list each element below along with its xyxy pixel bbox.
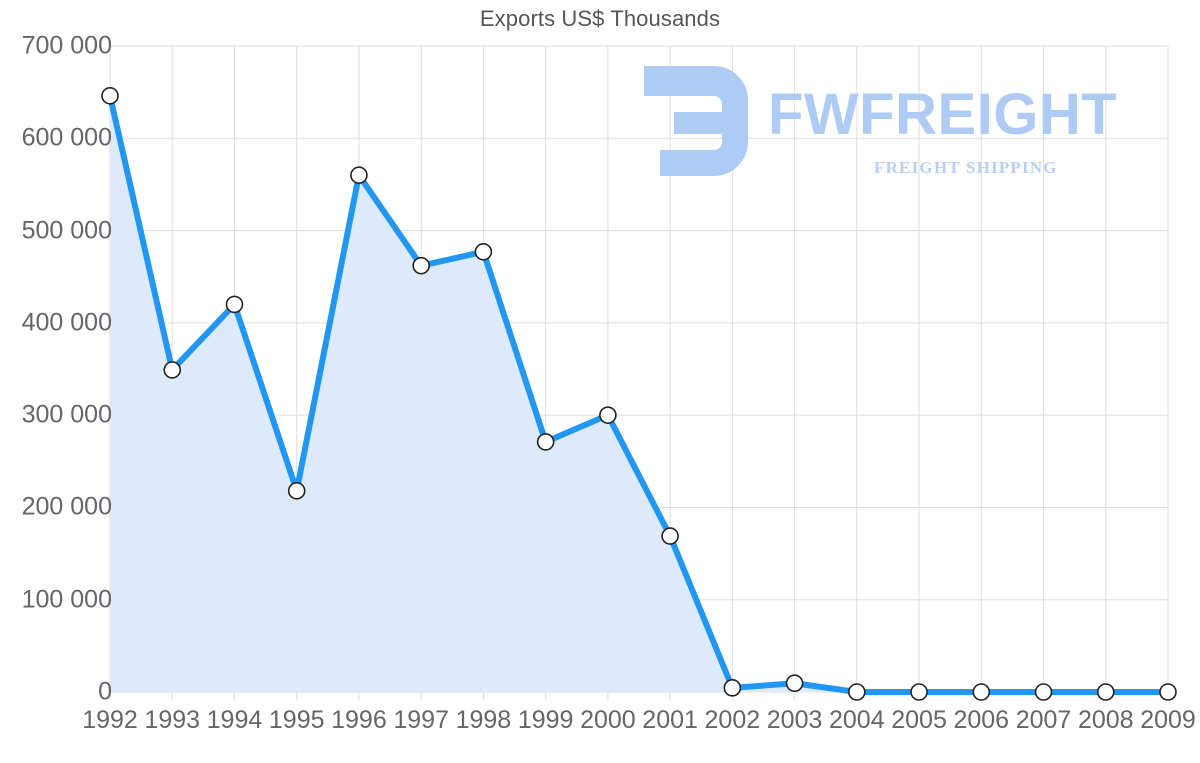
data-point-marker[interactable] <box>785 674 804 693</box>
data-point-marker[interactable] <box>287 482 306 500</box>
y-axis-tick-label: 100 000 <box>21 585 112 614</box>
data-point-marker[interactable] <box>101 87 119 105</box>
x-axis-tick-label: 1997 <box>393 706 449 734</box>
x-axis-tick-label: 2008 <box>1077 706 1134 734</box>
data-point-marker[interactable] <box>599 406 617 424</box>
y-axis-tick-label: 200 000 <box>21 492 112 521</box>
x-axis-tick-label: 1994 <box>206 706 263 734</box>
data-point-marker[interactable] <box>910 683 928 701</box>
chart-title: Exports US$ Thousands <box>479 6 721 31</box>
x-axis-tick-label: 1995 <box>268 706 325 734</box>
x-axis-tick-label: 2009 <box>1140 706 1196 734</box>
data-point-marker[interactable] <box>1034 683 1053 701</box>
x-axis-tick-label: 1993 <box>144 706 201 734</box>
x-axis-tick-label: 1996 <box>331 706 387 734</box>
data-point-marker[interactable] <box>972 683 991 701</box>
y-axis-tick-label: 400 000 <box>21 308 112 337</box>
data-point-marker[interactable] <box>1096 683 1115 701</box>
y-axis-tick-label: 700 000 <box>21 31 112 60</box>
x-axis-tick-label: 2002 <box>704 706 761 734</box>
data-point-marker[interactable] <box>723 679 742 697</box>
data-point-marker[interactable] <box>225 295 244 314</box>
x-axis-tick-label: 2004 <box>829 706 885 734</box>
y-axis: 0 100 000 200 000 300 000 400 000 500 000 600 … <box>0 0 112 763</box>
x-axis-tick-label: 2007 <box>1015 706 1072 734</box>
x-axis-tick-label: 2000 <box>580 706 636 734</box>
data-point-marker[interactable] <box>536 433 555 451</box>
y-axis-tick-label: 600 000 <box>21 123 112 152</box>
y-axis-tick-label: 300 000 <box>21 400 112 429</box>
data-point-marker[interactable] <box>1159 683 1177 701</box>
area-fill <box>110 95 1168 692</box>
data-point-marker[interactable] <box>661 527 679 545</box>
y-axis-tick-label: 0 <box>98 677 112 706</box>
x-axis-tick-label: 2001 <box>642 706 698 734</box>
x-axis-tick-label: 2006 <box>953 706 1010 734</box>
x-axis-tick-label: 1998 <box>455 706 512 734</box>
x-axis-tick-label: 2003 <box>766 706 823 734</box>
y-axis-tick-label: 500 000 <box>21 216 112 245</box>
data-point-marker[interactable] <box>848 683 866 701</box>
data-point-marker[interactable] <box>163 361 182 379</box>
data-line <box>107 92 1171 695</box>
data-point-marker[interactable] <box>474 243 493 261</box>
data-point-marker[interactable] <box>412 256 430 275</box>
x-axis-tick-label: 2005 <box>891 706 947 734</box>
x-axis-tick-label: 1999 <box>517 706 574 734</box>
x-axis-tick-label: 1992 <box>82 706 138 734</box>
x-axis: 1992 1993 1994 1995 1996 1997 1998 1999 2000 2001… <box>0 706 1200 756</box>
data-point-markers <box>101 87 1177 701</box>
data-point-marker[interactable] <box>350 166 368 184</box>
